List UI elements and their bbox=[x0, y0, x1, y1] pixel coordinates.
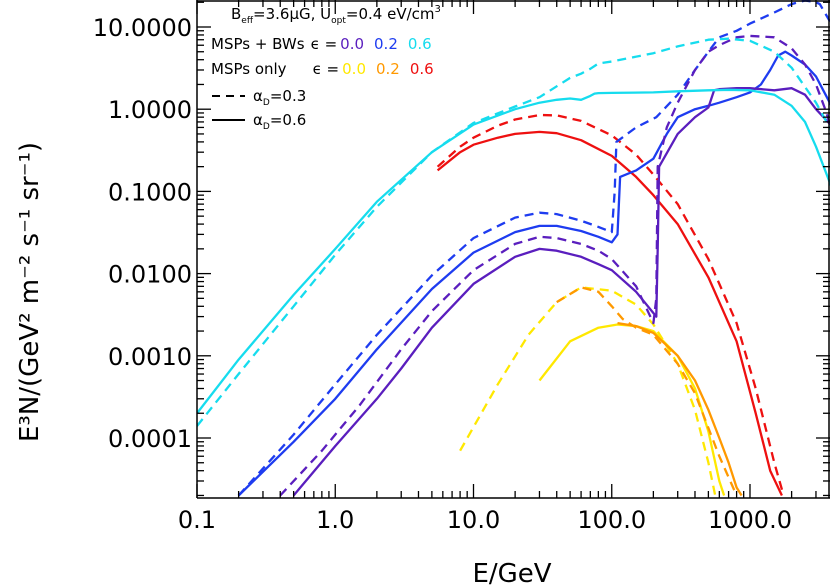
legend-eps-value: 0.6 bbox=[408, 35, 432, 53]
legend-b-label: B bbox=[231, 5, 241, 23]
legend-b-sub: eff bbox=[241, 16, 254, 26]
legend-line-3: MSPs only ϵ = 0.0 0.2 0.6 bbox=[211, 60, 434, 78]
y-axis-title: E³N/(GeV² m⁻² s⁻¹ sr⁻¹) bbox=[15, 142, 45, 442]
y-tick-label: 10.0000 bbox=[93, 14, 192, 42]
legend-msps-bws-label: MSPs + BWs bbox=[211, 35, 305, 53]
series-line: MSPs only ϵ=0.6 αD=0.6 bbox=[436, 130, 783, 496]
y-tick-label: 0.0010 bbox=[108, 343, 192, 371]
y-tick-label: 1.0000 bbox=[108, 96, 192, 124]
legend-dashed-label: αD=0.3 bbox=[253, 87, 306, 108]
x-tick-label: 1.0 bbox=[316, 506, 354, 534]
legend-eps-symbol: ϵ = bbox=[313, 60, 340, 78]
series-line: MSPs only ϵ=0.0 αD=0.6 bbox=[538, 323, 726, 496]
series-line: MSPs only ϵ=0.2 αD=0.3 bbox=[556, 286, 738, 496]
series-line: MSPs + BWs ϵ=0.0 αD=0.3 bbox=[237, 0, 830, 497]
legend-eps-value: 0.2 bbox=[376, 60, 400, 78]
series-line: MSPs + BWs ϵ=0.0 αD=0.6 bbox=[237, 50, 830, 497]
tick-labels: 0.1 1.0 10.0 100.0 1000.0 10.0000 1.0000 0.1000… bbox=[93, 14, 792, 534]
series-line: MSPs + BWs ϵ=0.6 αD=0.3 bbox=[197, 37, 830, 427]
legend-b-val: =3.6μG, U bbox=[253, 5, 331, 23]
legend-msps-only-label: MSPs only bbox=[211, 60, 287, 78]
legend-eps-symbol: ϵ = bbox=[311, 35, 338, 53]
legend-eps-value: 0.0 bbox=[342, 60, 366, 78]
legend-u-sup: 3 bbox=[435, 4, 441, 15]
legend-solid-label: αD=0.6 bbox=[253, 111, 306, 132]
x-tick-label: 0.1 bbox=[178, 506, 216, 534]
series-line: MSPs only ϵ=0.0 αD=0.3 bbox=[459, 286, 717, 496]
series-line: MSPs + BWs ϵ=0.2 αD=0.3 bbox=[279, 34, 830, 497]
legend-eps-value: 0.0 bbox=[340, 35, 364, 53]
legend-alpha: α bbox=[253, 87, 263, 105]
legend-eps-value: 0.6 bbox=[410, 60, 434, 78]
legend-alpha-val: =0.3 bbox=[270, 87, 306, 105]
legend-alpha-val: =0.6 bbox=[270, 111, 306, 129]
series-line: MSPs only ϵ=0.6 αD=0.3 bbox=[436, 113, 785, 496]
series-line: MSPs + BWs ϵ=0.6 αD=0.6 bbox=[197, 88, 830, 415]
legend-eps-value: 0.2 bbox=[374, 35, 398, 53]
axes-layer bbox=[196, 0, 830, 499]
x-tick-label: 1000.0 bbox=[708, 506, 792, 534]
x-tick-label: 100.0 bbox=[577, 506, 646, 534]
legend-u-sub: opt bbox=[331, 16, 346, 26]
series-line: MSPs + BWs ϵ=0.2 αD=0.6 bbox=[292, 87, 830, 497]
x-axis-title: E/GeV bbox=[472, 559, 551, 588]
legend-line-2: MSPs + BWs ϵ = 0.0 0.2 0.6 bbox=[211, 35, 432, 53]
series-line: MSPs only ϵ=0.2 αD=0.6 bbox=[617, 321, 743, 497]
y-tick-label: 0.0001 bbox=[108, 425, 192, 453]
x-tick-label: 10.0 bbox=[447, 506, 500, 534]
y-tick-label: 0.0100 bbox=[108, 261, 192, 289]
legend-alpha-sub: D bbox=[263, 122, 270, 132]
legend-alpha: α bbox=[253, 111, 263, 129]
legend-alpha-sub: D bbox=[263, 98, 270, 108]
legend: Beff=3.6μG, Uopt=0.4 eV/cm3 MSPs + BWs ϵ … bbox=[211, 4, 441, 132]
y-tick-label: 0.1000 bbox=[108, 178, 192, 206]
legend-u-val: =0.4 eV/cm bbox=[346, 5, 435, 23]
legend-line-1: Beff=3.6μG, Uopt=0.4 eV/cm3 bbox=[231, 4, 441, 26]
